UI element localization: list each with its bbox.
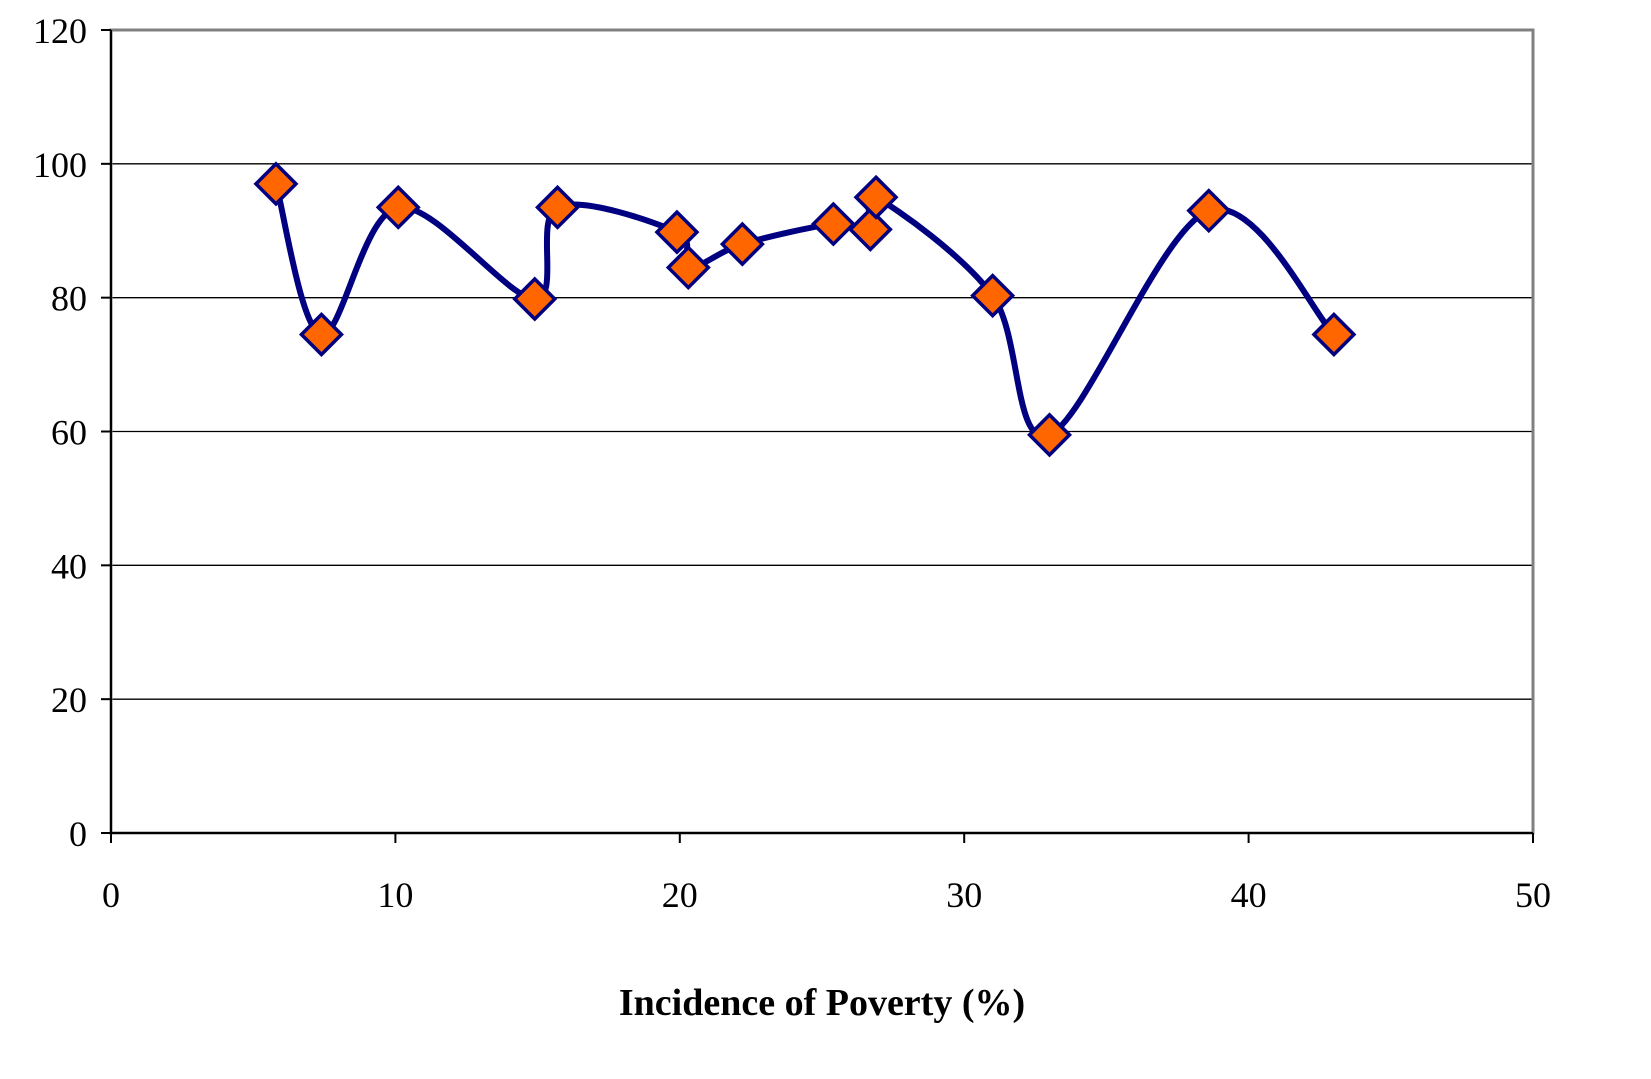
data-point-14 xyxy=(1186,188,1232,234)
x-tick-label-50: 50 xyxy=(1515,875,1551,915)
data-point-9 xyxy=(810,201,856,247)
x-tick-label-30: 30 xyxy=(946,875,982,915)
x-tick-label-40: 40 xyxy=(1231,875,1267,915)
y-tick-label-80: 80 xyxy=(51,279,87,319)
data-point-1 xyxy=(253,161,299,207)
data-point-2 xyxy=(298,311,344,357)
y-tick-label-40: 40 xyxy=(51,546,87,586)
data-point-7 xyxy=(665,245,711,291)
data-point-8 xyxy=(719,221,765,267)
series-markers xyxy=(253,161,1357,458)
y-tick-label-20: 20 xyxy=(51,680,87,720)
y-tick-label-60: 60 xyxy=(51,413,87,453)
data-point-12 xyxy=(970,273,1016,319)
x-tick-labels: 0 10 20 30 40 50 xyxy=(102,875,1551,915)
data-point-13 xyxy=(1027,412,1072,458)
y-tick-label-0: 0 xyxy=(69,814,87,854)
x-tick-label-20: 20 xyxy=(662,875,698,915)
data-point-10 xyxy=(847,206,893,252)
data-point-4 xyxy=(512,276,558,322)
gridlines xyxy=(111,163,1533,700)
x-tick-label-10: 10 xyxy=(377,875,413,915)
data-point-3 xyxy=(375,184,421,230)
data-point-5 xyxy=(535,184,580,230)
series-line xyxy=(272,180,1337,439)
data-point-15 xyxy=(1311,311,1357,357)
x-tick-label-0: 0 xyxy=(102,875,120,915)
data-point-6 xyxy=(654,209,700,255)
y-tick-labels: 0 20 40 60 80 100 120 xyxy=(33,11,87,854)
x-axis-title: Incidence of Poverty (%) xyxy=(619,982,1025,1024)
y-tick-label-100: 100 xyxy=(33,145,87,185)
data-point-11 xyxy=(853,174,899,220)
y-tick-label-120: 120 xyxy=(33,11,87,51)
axes xyxy=(101,29,1534,843)
